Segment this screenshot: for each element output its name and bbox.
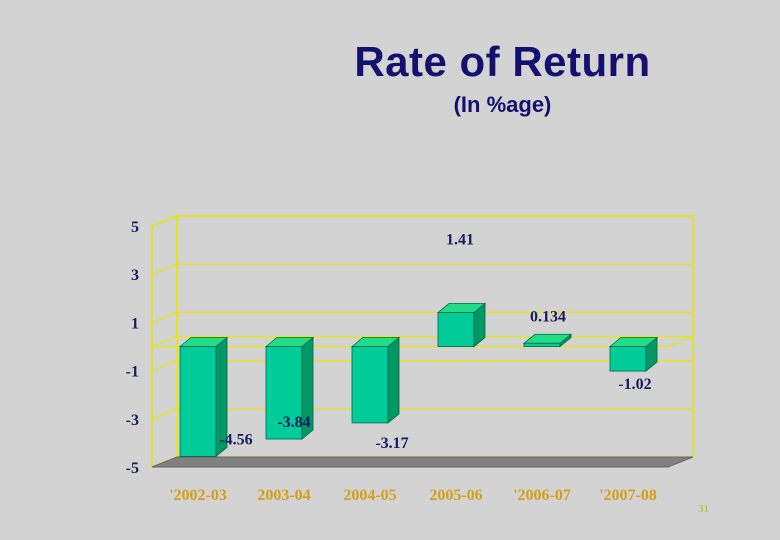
bar [351,346,389,424]
bar [179,346,217,457]
y-tick-label: -5 [126,460,139,477]
chart-subtitle: (In %age) [453,92,552,117]
x-category-label: '2007-08 [599,487,657,504]
gridline [151,408,693,420]
bar [265,346,303,440]
x-category-label: 2005-06 [429,487,482,504]
x-category-label: '2006-07 [513,487,571,504]
data-label: -1.02 [618,376,651,393]
y-tick-label: -1 [126,364,139,381]
bar [523,342,561,347]
y-tick-label: 5 [131,219,139,236]
x-category-label: 2004-05 [343,487,396,504]
bar [609,346,647,372]
x-category-label: '2002-03 [169,487,227,504]
bar [437,312,475,347]
gridline [151,263,693,275]
bar-side [387,336,400,424]
chart-title: Rate of Return [354,38,651,85]
plot-floor [151,456,694,468]
y-tick-label: 3 [131,267,139,284]
data-label: -4.56 [219,431,252,448]
zero-plane [151,335,694,348]
gridline [151,311,693,323]
data-label: -3.17 [375,435,408,452]
x-category-label: 2003-04 [257,487,310,504]
gridline [151,360,693,372]
y-tick-label: 1 [131,315,139,332]
gridline [151,215,693,227]
page-number: 31 [698,503,709,515]
data-label: 0.134 [530,308,566,325]
data-label: -3.84 [277,414,310,431]
data-label: 1.41 [446,232,474,249]
y-tick-label: -3 [126,412,139,429]
